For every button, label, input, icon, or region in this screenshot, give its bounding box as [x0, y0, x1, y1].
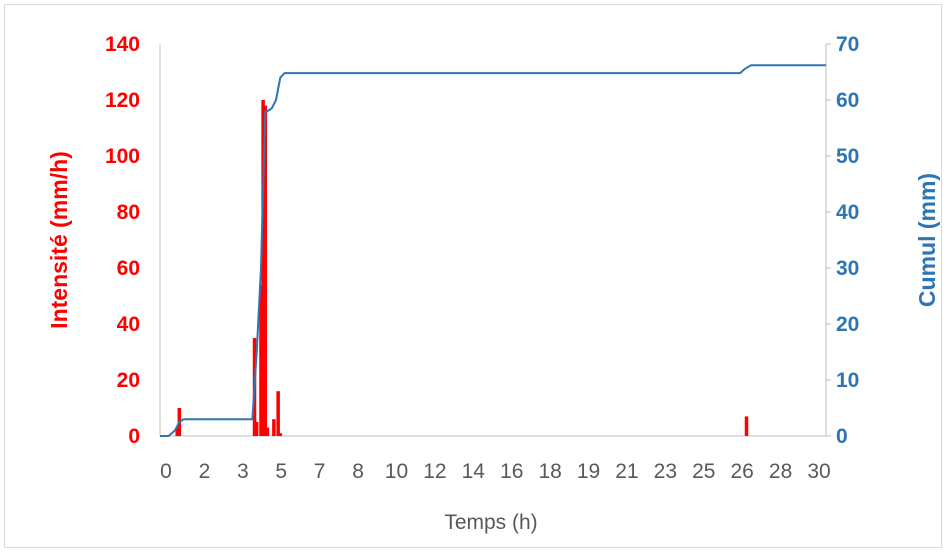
- x-tick-label: 5: [275, 460, 287, 483]
- x-tick-label: 30: [807, 460, 830, 483]
- y-right-tick-label: 0: [836, 425, 848, 448]
- y-left-tick-label: 140: [105, 33, 140, 56]
- intensity-bar: [265, 427, 270, 436]
- x-tick-label: 28: [769, 460, 792, 483]
- cumul-line-group: [160, 64, 826, 437]
- x-tick-label: 26: [730, 460, 753, 483]
- y-left-axis-title: Intensité (mm/h): [46, 151, 72, 329]
- intensity-bar: [278, 433, 283, 436]
- x-tick-label: 25: [692, 460, 715, 483]
- intensity-bar: [276, 391, 280, 436]
- y-right-tick-label: 70: [836, 33, 859, 56]
- x-tick-label: 2: [199, 460, 211, 483]
- intensity-bar: [263, 105, 268, 436]
- x-tick-label: 21: [615, 460, 638, 483]
- y-left-tick-label: 40: [117, 313, 140, 336]
- y-left-tick-label: 120: [105, 89, 140, 112]
- x-tick-label: 19: [577, 460, 600, 483]
- y-right-tick-label: 40: [836, 201, 859, 224]
- x-tick-label: 8: [352, 460, 364, 483]
- y-left-tick-label: 20: [117, 369, 140, 392]
- x-tick-label: 0: [160, 460, 172, 483]
- x-tick-label: 23: [654, 460, 677, 483]
- intensity-bar: [272, 419, 276, 436]
- axes: [159, 43, 831, 437]
- y-left-tick-label: 80: [117, 201, 140, 224]
- y-left-tick-label: 60: [117, 257, 140, 280]
- y-right-tick-label: 30: [836, 257, 859, 280]
- y-right-tick-label: 60: [836, 89, 859, 112]
- y-left-tick-label: 100: [105, 145, 140, 168]
- y-left-tick-label: 0: [128, 425, 140, 448]
- x-tick-label: 18: [538, 460, 561, 483]
- y-right-tick-label: 50: [836, 145, 859, 168]
- intensity-bar: [175, 427, 179, 436]
- x-tick-label: 7: [314, 460, 326, 483]
- x-axis-title: Temps (h): [444, 511, 537, 534]
- intensity-bar: [254, 422, 259, 436]
- intensity-bar: [259, 284, 263, 436]
- cumul-line: [160, 64, 826, 437]
- x-tick-label: 16: [500, 460, 523, 483]
- intensity-bar: [261, 100, 265, 436]
- y-right-axis-title: Cumul (mm): [914, 173, 940, 307]
- x-tick-label: 14: [462, 460, 486, 483]
- x-tick-label: 12: [423, 460, 446, 483]
- y-right-tick-label: 10: [836, 369, 859, 392]
- intensity-bar: [744, 416, 749, 436]
- x-tick-label: 10: [385, 460, 408, 483]
- x-tick-label: 3: [237, 460, 249, 483]
- y-right-tick-label: 20: [836, 313, 859, 336]
